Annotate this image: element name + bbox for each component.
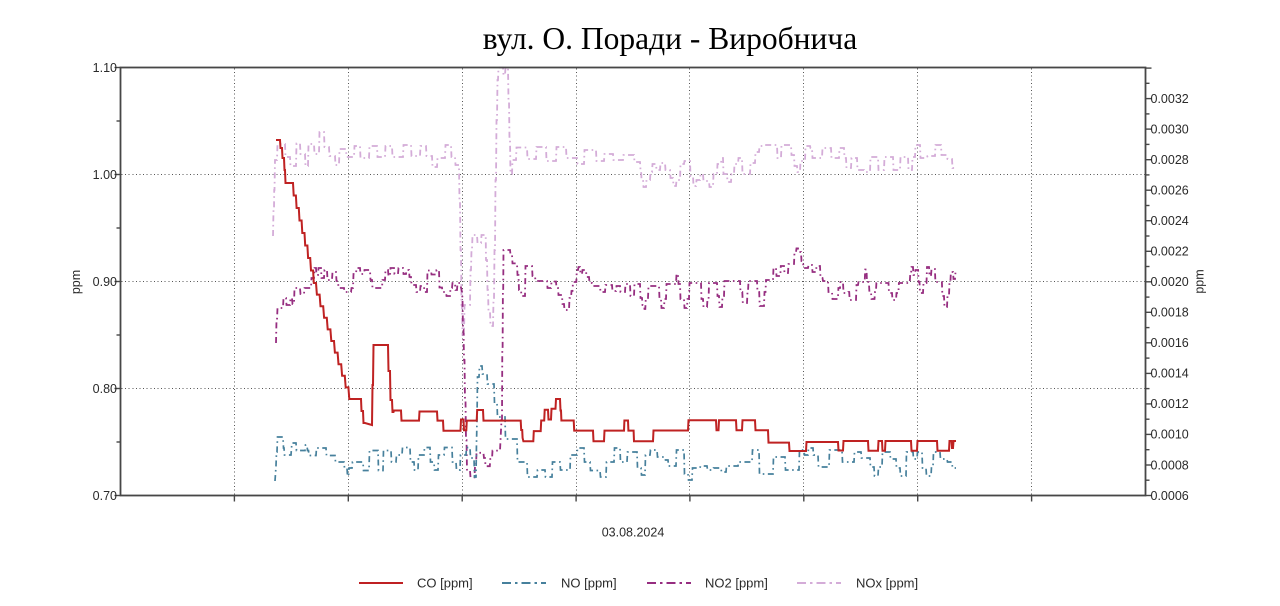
svg-text:0.0006: 0.0006 bbox=[1151, 489, 1189, 503]
svg-text:ppm: ppm bbox=[69, 270, 83, 294]
svg-text:0.70: 0.70 bbox=[93, 489, 117, 503]
svg-text:0.0030: 0.0030 bbox=[1151, 122, 1189, 136]
svg-text:0.0010: 0.0010 bbox=[1151, 428, 1189, 442]
svg-text:0.80: 0.80 bbox=[93, 382, 117, 396]
svg-text:0.0020: 0.0020 bbox=[1151, 275, 1189, 289]
svg-text:0.0028: 0.0028 bbox=[1151, 153, 1189, 167]
svg-text:1.10: 1.10 bbox=[93, 61, 117, 75]
svg-text:0.0014: 0.0014 bbox=[1151, 367, 1189, 381]
svg-text:1.00: 1.00 bbox=[93, 168, 117, 182]
svg-text:0.0018: 0.0018 bbox=[1151, 306, 1189, 320]
svg-text:0.0016: 0.0016 bbox=[1151, 336, 1189, 350]
svg-text:0.0022: 0.0022 bbox=[1151, 245, 1189, 259]
svg-text:0.0012: 0.0012 bbox=[1151, 397, 1189, 411]
svg-text:NO2 [ppm]: NO2 [ppm] bbox=[705, 576, 768, 591]
svg-text:0.0026: 0.0026 bbox=[1151, 184, 1189, 198]
svg-text:вул. О. Поради - Виробнича: вул. О. Поради - Виробнича bbox=[483, 21, 857, 56]
svg-text:NOx [ppm]: NOx [ppm] bbox=[856, 576, 918, 591]
svg-text:NO [ppm]: NO [ppm] bbox=[561, 576, 617, 591]
svg-text:ppm: ppm bbox=[1193, 269, 1207, 293]
svg-text:0.0032: 0.0032 bbox=[1151, 92, 1189, 106]
svg-text:03.08.2024: 03.08.2024 bbox=[602, 526, 665, 540]
svg-text:CO [ppm]: CO [ppm] bbox=[417, 576, 473, 591]
svg-text:0.90: 0.90 bbox=[93, 275, 117, 289]
svg-text:0.0008: 0.0008 bbox=[1151, 458, 1189, 472]
svg-text:0.0024: 0.0024 bbox=[1151, 214, 1189, 228]
